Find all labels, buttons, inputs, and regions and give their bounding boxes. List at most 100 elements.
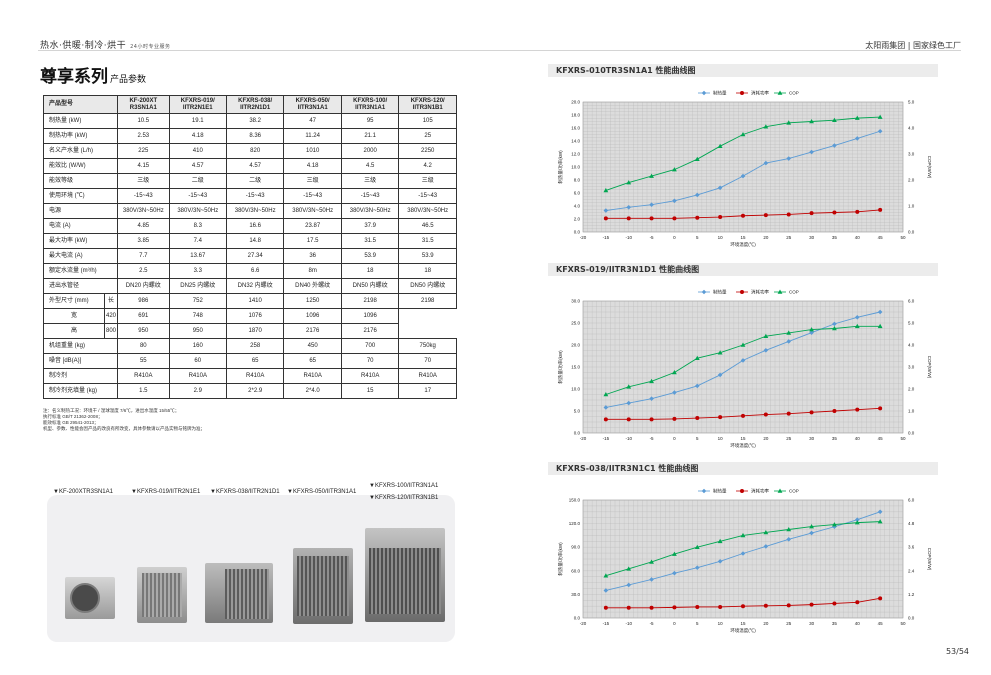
- y-tick-label: 10.0: [571, 387, 580, 392]
- product-panel: ▼KF-200XTR3SN1A1 ▼KFXRS-019/IITR2N1E1 ▼K…: [47, 483, 455, 642]
- x-tick-label: 25: [786, 436, 792, 441]
- x-tick-label: -10: [625, 621, 632, 626]
- data-point-power: [763, 412, 768, 417]
- legend-label: 消耗功率: [751, 488, 769, 495]
- data-point-heat: [786, 537, 792, 542]
- table-cell: 65: [283, 353, 342, 369]
- data-point-power: [832, 210, 837, 215]
- table-cell: 6.6: [225, 263, 285, 279]
- row-sublabel: 宽: [43, 308, 105, 324]
- data-point-cop: [649, 378, 654, 384]
- table-header-cell: 产品型号: [43, 95, 118, 114]
- spec-table: 产品型号 KF-200XT R3SN1A1 KFXRS-019/ IITR2N1E1…: [43, 95, 457, 399]
- table-cell: 4.57: [168, 158, 227, 174]
- table-cell: 15: [340, 383, 400, 399]
- row-sublabel: 长: [104, 293, 118, 309]
- data-point-power: [878, 596, 883, 601]
- table-row: 噪音 [dB(A)] 55 60 65 65 70 70: [43, 353, 457, 369]
- table-cell: 160: [168, 338, 227, 354]
- row-label: 能效等级: [43, 173, 118, 189]
- table-row: 电源 380V/3N~50Hz 380V/3N~50Hz 380V/3N~50Hz 38…: [43, 203, 457, 219]
- table-cell: 450: [283, 338, 342, 354]
- table-header-cell: KFXRS-019/ IITR2N1E1: [168, 95, 227, 114]
- table-cell: 105: [398, 113, 457, 129]
- table-row: 能效等级 三级 二级 二级 三级 三级 三级: [43, 173, 457, 189]
- x-tick-label: 5: [696, 436, 699, 441]
- x-tick-label: -5: [650, 621, 654, 626]
- page-title: 尊享系列 产品参数: [40, 62, 146, 87]
- table-cell: 60: [168, 353, 227, 369]
- data-point-cop: [626, 566, 632, 571]
- data-point-heat: [763, 347, 769, 353]
- data-point-heat: [649, 202, 654, 207]
- x-tick-label: 5: [696, 621, 699, 626]
- table-cell: 950: [117, 323, 170, 339]
- unit-image-5: [365, 528, 445, 622]
- table-cell: 4.15: [117, 158, 170, 174]
- x-tick-label: 20: [763, 436, 769, 441]
- table-cell: -15~43: [225, 188, 285, 204]
- row-label: 能效比 (W/W): [43, 158, 118, 174]
- table-cell: 19.1: [168, 113, 227, 129]
- data-point-power: [695, 604, 700, 609]
- data-point-cop: [694, 355, 700, 360]
- table-cell: 752: [168, 293, 227, 309]
- table-cell: R410A: [168, 368, 227, 384]
- data-point-cop: [649, 173, 654, 178]
- table-cell: 2250: [398, 143, 457, 159]
- x-tick-label: 40: [855, 621, 861, 626]
- y-tick-label: 14.0: [571, 139, 580, 144]
- table-cell: 二级: [168, 173, 227, 189]
- y-tick-label: 12.0: [571, 152, 580, 157]
- table-cell: 225: [117, 143, 170, 159]
- data-point-power: [855, 209, 860, 214]
- legend-marker: [777, 488, 783, 493]
- header-company: 太阳雨集团 | 国家绿色工厂: [865, 41, 961, 50]
- y-right-tick-label: 1.2: [908, 592, 915, 597]
- row-label: 最大功率 (kW): [43, 233, 118, 249]
- row-sublabel: 高: [43, 323, 105, 339]
- y-tick-label: 18.0: [571, 113, 580, 118]
- x-tick-label: 15: [740, 621, 746, 626]
- legend-marker: [701, 289, 707, 295]
- chart-2: 制热量 消耗功率 COP 0.0 5.0 10.0 15.0 20.0 25.0 30.0 0.0 1…: [557, 289, 932, 449]
- table-cell: 950: [168, 323, 227, 339]
- table-cell: 25: [398, 128, 457, 144]
- table-cell: 380V/3N~50Hz: [168, 203, 227, 219]
- y-tick-label: 30.0: [571, 592, 580, 597]
- data-point-power: [718, 415, 723, 420]
- product-label: ▼KFXRS-050/IITR3N1A1: [287, 489, 357, 495]
- row-label: 使用环境 (℃): [43, 188, 118, 204]
- legend-label: 消耗功率: [751, 289, 769, 296]
- data-point-power: [603, 216, 608, 221]
- data-point-heat: [694, 383, 700, 389]
- legend-label: 制热量: [713, 289, 727, 296]
- table-cell: 750kg: [398, 338, 457, 354]
- data-point-cop: [717, 350, 723, 355]
- table-cell: 4.57: [225, 158, 285, 174]
- legend-label: COP: [789, 91, 799, 96]
- table-row: 外型尺寸 (mm) 长 986 752 1410 1250 2198 2198: [43, 293, 457, 309]
- data-point-cop: [763, 124, 769, 129]
- y-tick-label: 0.0: [574, 431, 581, 436]
- y-right-tick-label: 0.0: [908, 230, 915, 235]
- data-point-heat: [649, 396, 654, 401]
- data-point-power: [855, 600, 860, 605]
- y-right-tick-label: 2.0: [908, 387, 915, 392]
- table-cell: 三级: [283, 173, 342, 189]
- y-tick-label: 90.0: [571, 545, 580, 550]
- table-row: 高 800 950 950 1870 2176 2176: [43, 323, 457, 339]
- data-point-cop: [603, 573, 609, 578]
- data-point-cop: [603, 187, 609, 193]
- table-row: 最大电流 (A) 7.7 13.67 27.34 36 53.9 53.9: [43, 248, 457, 264]
- data-point-power: [763, 213, 768, 218]
- data-point-heat: [672, 390, 677, 395]
- table-row: 使用环境 (℃) -15~43 -15~43 -15~43 -15~43 -15~43 -1…: [43, 188, 457, 204]
- legend-marker: [777, 289, 783, 294]
- x-tick-label: 30: [809, 436, 815, 441]
- data-point-heat: [603, 208, 609, 213]
- data-point-heat: [740, 551, 746, 556]
- y-right-axis-label: COP(W/W): [927, 356, 932, 379]
- table-row: 制热功率 (kW) 2.53 4.18 8.36 11.24 21.1 25: [43, 128, 457, 144]
- y-right-tick-label: 2.4: [908, 568, 915, 573]
